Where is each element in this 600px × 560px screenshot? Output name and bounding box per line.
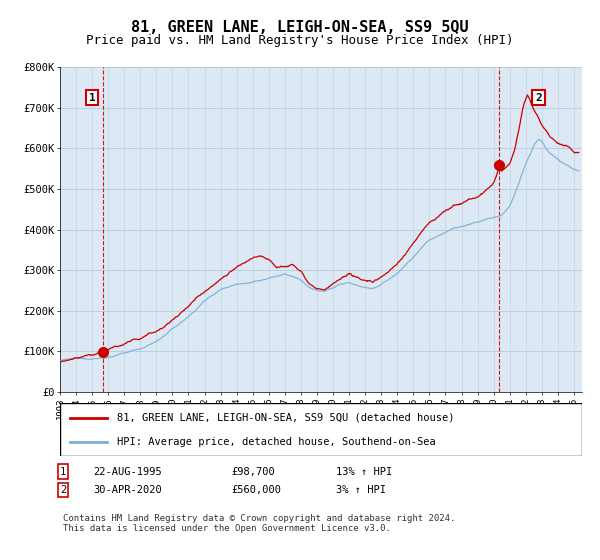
Text: 2: 2 [535,92,542,102]
Text: 3% ↑ HPI: 3% ↑ HPI [336,485,386,495]
Text: 81, GREEN LANE, LEIGH-ON-SEA, SS9 5QU (detached house): 81, GREEN LANE, LEIGH-ON-SEA, SS9 5QU (d… [118,413,455,423]
Text: 30-APR-2020: 30-APR-2020 [93,485,162,495]
Text: 13% ↑ HPI: 13% ↑ HPI [336,466,392,477]
Text: 2: 2 [60,485,66,495]
Text: £98,700: £98,700 [231,466,275,477]
Text: £560,000: £560,000 [231,485,281,495]
Text: 1: 1 [60,466,66,477]
Text: 1: 1 [89,92,95,102]
Text: 22-AUG-1995: 22-AUG-1995 [93,466,162,477]
Text: Price paid vs. HM Land Registry's House Price Index (HPI): Price paid vs. HM Land Registry's House … [86,34,514,46]
Text: 81, GREEN LANE, LEIGH-ON-SEA, SS9 5QU: 81, GREEN LANE, LEIGH-ON-SEA, SS9 5QU [131,20,469,35]
Text: HPI: Average price, detached house, Southend-on-Sea: HPI: Average price, detached house, Sout… [118,437,436,447]
Text: Contains HM Land Registry data © Crown copyright and database right 2024.
This d: Contains HM Land Registry data © Crown c… [63,514,455,534]
